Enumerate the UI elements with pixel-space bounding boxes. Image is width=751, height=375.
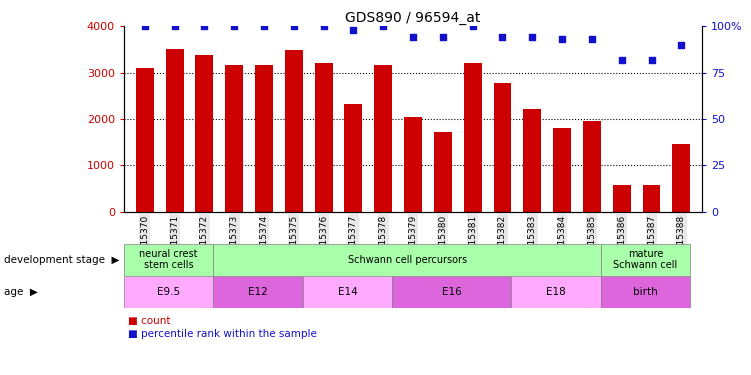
Title: GDS890 / 96594_at: GDS890 / 96594_at xyxy=(345,11,481,25)
Bar xyxy=(166,50,183,212)
Point xyxy=(198,23,210,29)
Point xyxy=(466,23,478,29)
Point xyxy=(616,57,628,63)
Bar xyxy=(553,128,571,212)
Bar xyxy=(255,65,273,212)
Point xyxy=(675,42,687,48)
Bar xyxy=(213,244,601,276)
Bar xyxy=(285,50,303,212)
Bar xyxy=(493,83,511,212)
Text: E12: E12 xyxy=(248,286,268,297)
Bar xyxy=(392,276,511,308)
Text: ■ count: ■ count xyxy=(128,316,170,326)
Bar xyxy=(303,276,392,308)
Bar xyxy=(643,185,660,212)
Bar xyxy=(434,132,452,212)
Bar xyxy=(136,68,154,212)
Text: E16: E16 xyxy=(442,286,462,297)
Text: Schwann cell percursors: Schwann cell percursors xyxy=(348,255,466,265)
Point xyxy=(318,23,330,29)
Bar xyxy=(511,276,601,308)
Bar xyxy=(613,185,631,212)
Bar xyxy=(124,276,213,308)
Bar xyxy=(315,63,333,212)
Point xyxy=(556,36,568,42)
Text: E18: E18 xyxy=(546,286,566,297)
Point xyxy=(139,23,151,29)
Point xyxy=(377,23,389,29)
Point xyxy=(646,57,658,63)
Point xyxy=(526,34,538,40)
Point xyxy=(586,36,598,42)
Bar xyxy=(374,65,392,212)
Bar xyxy=(601,244,690,276)
Text: mature
Schwann cell: mature Schwann cell xyxy=(614,249,677,270)
Bar xyxy=(124,244,213,276)
Bar xyxy=(601,276,690,308)
Bar xyxy=(404,117,422,212)
Text: age  ▶: age ▶ xyxy=(4,286,38,297)
Text: birth: birth xyxy=(633,286,658,297)
Text: development stage  ▶: development stage ▶ xyxy=(4,255,119,265)
Bar xyxy=(523,110,541,212)
Point xyxy=(168,23,180,29)
Bar xyxy=(345,104,363,212)
Bar xyxy=(225,65,243,212)
Point xyxy=(288,23,300,29)
Point xyxy=(258,23,270,29)
Point xyxy=(228,23,240,29)
Point xyxy=(437,34,449,40)
Bar xyxy=(195,56,213,212)
Point xyxy=(496,34,508,40)
Bar xyxy=(672,144,690,212)
Text: neural crest
stem cells: neural crest stem cells xyxy=(140,249,198,270)
Bar xyxy=(463,63,481,212)
Point xyxy=(348,27,360,33)
Point xyxy=(407,34,419,40)
Text: E14: E14 xyxy=(338,286,357,297)
Bar xyxy=(583,121,601,212)
Text: E9.5: E9.5 xyxy=(157,286,180,297)
Bar xyxy=(213,276,303,308)
Text: ■ percentile rank within the sample: ■ percentile rank within the sample xyxy=(128,329,316,339)
